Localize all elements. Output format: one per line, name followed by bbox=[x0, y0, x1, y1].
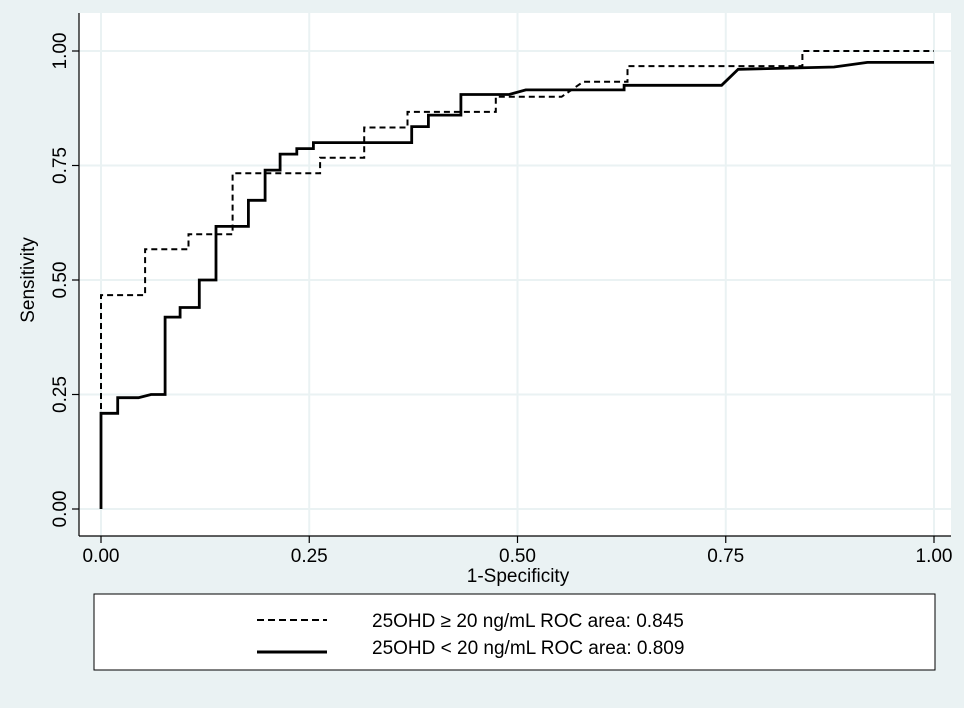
legend: 25OHD ≥ 20 ng/mL ROC area: 0.845 25OHD <… bbox=[93, 593, 936, 671]
tick-labels: 0.00 0.00 0.25 0.25 0.50 0.50 0.75 0.75 1.00 1.00 bbox=[50, 33, 952, 567]
series-line-1 bbox=[100, 50, 934, 509]
x-axis-title: 1-Specificity bbox=[467, 566, 570, 587]
x-tick-label: 1.00 bbox=[916, 546, 953, 567]
y-tick-label: 0.00 bbox=[50, 491, 71, 528]
legend-box bbox=[93, 593, 936, 671]
plot-background bbox=[79, 13, 951, 536]
y-axis-title: Sensitivity bbox=[18, 237, 39, 323]
x-tick-label: 0.00 bbox=[83, 546, 120, 567]
series-line-2 bbox=[99, 61, 934, 509]
axes bbox=[72, 13, 951, 543]
x-tick-label: 0.75 bbox=[707, 546, 744, 567]
legend-label-series-1: 25OHD ≥ 20 ng/mL ROC area: 0.845 bbox=[372, 611, 684, 632]
legend-label-series-2: 25OHD < 20 ng/mL ROC area: 0.809 bbox=[372, 638, 684, 659]
series-layer bbox=[99, 50, 934, 509]
x-tick-label: 0.50 bbox=[499, 546, 536, 567]
x-tick-label: 0.25 bbox=[291, 546, 328, 567]
y-tick-label: 0.75 bbox=[50, 147, 71, 184]
y-tick-label: 0.50 bbox=[50, 262, 71, 299]
y-tick-label: 1.00 bbox=[50, 33, 71, 70]
y-tick-label: 0.25 bbox=[50, 376, 71, 413]
